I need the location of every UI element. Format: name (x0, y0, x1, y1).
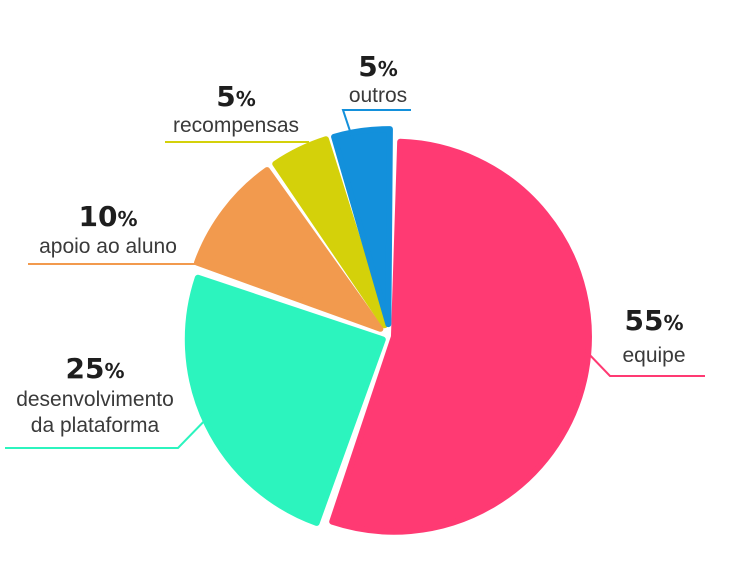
value-unit: % (663, 311, 683, 335)
leader-line-outros (341, 109, 411, 141)
category-label-desenvolvimento-da-plataforma: da plataforma (31, 414, 160, 437)
value-unit: % (236, 87, 256, 111)
value-label-desenvolvimento-da-plataforma: 25% (65, 352, 124, 385)
leader-lines (5, 109, 705, 449)
value-unit: % (104, 359, 124, 383)
category-label-apoio-ao-aluno: apoio ao aluno (39, 235, 177, 258)
value-unit: % (378, 57, 398, 81)
value-unit: % (117, 207, 137, 231)
leader-line-desenvolvimento-da-plataforma (5, 409, 216, 449)
pie-slice-recompensas (272, 136, 388, 329)
value-label-outros: 5% (358, 50, 398, 83)
leader-line-apoio-ao-aluno (28, 231, 233, 265)
leader-line-recompensas (165, 141, 310, 167)
category-label-equipe: equipe (622, 344, 685, 367)
value-number: 10 (78, 200, 117, 233)
pie-slice-desenvolvimento-da-plataforma (184, 274, 386, 526)
category-label-outros: outros (349, 84, 407, 107)
pie-slice-apoio-ao-aluno (194, 167, 384, 332)
value-number: 25 (65, 352, 104, 385)
category-label-desenvolvimento-da-plataforma: desenvolvimento (16, 388, 174, 411)
value-number: 5 (358, 50, 377, 83)
pie-slice-equipe (329, 138, 592, 535)
pie-slice-outros (331, 126, 393, 328)
category-label-recompensas: recompensas (173, 114, 299, 137)
pie-slices (184, 126, 592, 535)
value-number: 55 (624, 304, 663, 337)
value-number: 5 (216, 80, 235, 113)
value-label-recompensas: 5% (216, 80, 256, 113)
leader-line-equipe (584, 349, 705, 377)
value-label-apoio-ao-aluno: 10% (78, 200, 137, 233)
value-label-equipe: 55% (624, 304, 683, 337)
